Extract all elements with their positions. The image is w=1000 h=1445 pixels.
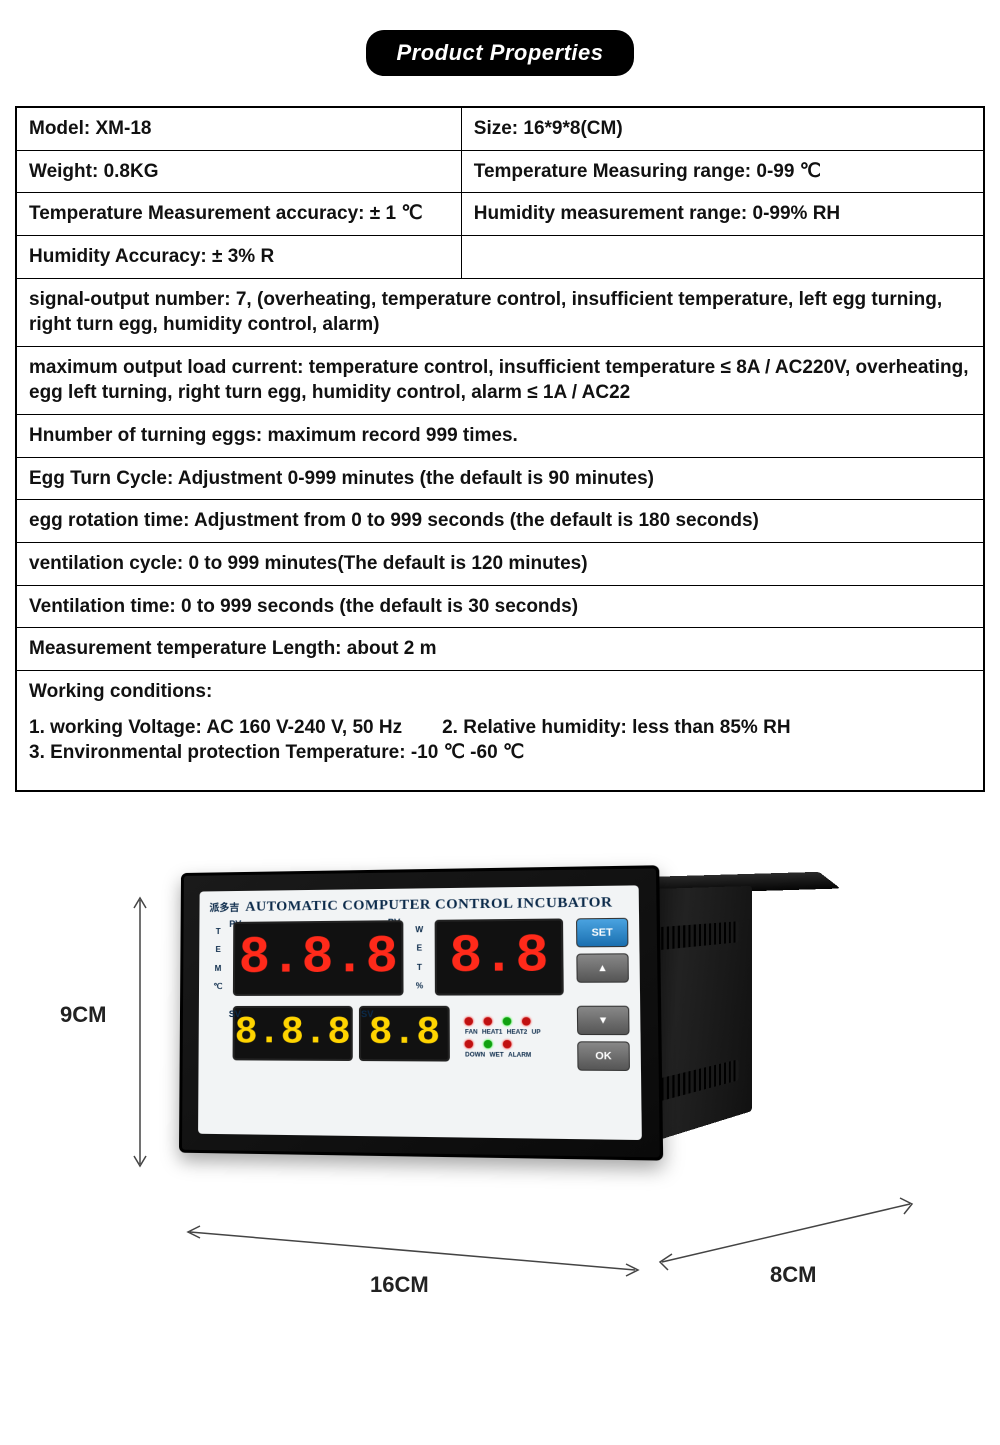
dim-height-arrow <box>120 892 160 1172</box>
section-title: Product Properties <box>366 30 633 76</box>
device-illustration: 9CM 16CM 8CM 派多吉 AUTOMATIC COMPUTER CONT… <box>50 842 950 1322</box>
down-button[interactable]: ▼ <box>577 1006 630 1035</box>
spec-cell: Temperature Measuring range: 0-99 ℃ <box>461 150 984 193</box>
spec-cell: Size: 16*9*8(CM) <box>461 107 984 150</box>
device-title: AUTOMATIC COMPUTER CONTROL INCUBATOR <box>245 895 612 916</box>
device-front-panel: 派多吉 AUTOMATIC COMPUTER CONTROL INCUBATOR… <box>179 865 663 1160</box>
set-button[interactable]: SET <box>576 918 628 948</box>
pv-wet-display: 8.8 <box>435 918 564 995</box>
sv-wet-display: 8.8 <box>359 1006 450 1062</box>
spec-cell: Model: XM-18 <box>16 107 461 150</box>
dim-width-arrow <box>180 1212 650 1292</box>
spec-cell-full: Ventilation time: 0 to 999 seconds (the … <box>16 585 984 628</box>
working-conditions-cell: Working conditions:1. working Voltage: A… <box>16 670 984 790</box>
spec-cell: Weight: 0.8KG <box>16 150 461 193</box>
spec-cell-full: Egg Turn Cycle: Adjustment 0-999 minutes… <box>16 457 984 500</box>
ok-button[interactable]: OK <box>577 1041 630 1071</box>
temp-side-label: TEM℃ <box>209 922 227 996</box>
sv-temp-side-label <box>208 1006 226 1068</box>
dim-height-label: 9CM <box>60 1002 106 1028</box>
spec-cell: Humidity measurement range: 0-99% RH <box>461 193 984 236</box>
device-brand-cn: 派多吉 <box>209 899 239 914</box>
sv-temp-display: 8.8.8 <box>233 1006 353 1061</box>
spec-cell-full: ventilation cycle: 0 to 999 minutes(The … <box>16 543 984 586</box>
device-title-row: 派多吉 AUTOMATIC COMPUTER CONTROL INCUBATOR <box>209 894 628 916</box>
spec-cell-full: signal-output number: 7, (overheating, t… <box>16 278 984 346</box>
spec-cell <box>461 235 984 278</box>
spec-cell: Humidity Accuracy: ± 3% R <box>16 235 461 278</box>
spec-cell-full: maximum output load current: temperature… <box>16 346 984 414</box>
led-panel: FANHEAT1HEAT2UP DOWNWETALARM <box>456 1006 564 1071</box>
device-body: 派多吉 AUTOMATIC COMPUTER CONTROL INCUBATOR… <box>180 872 900 1212</box>
spec-cell-full: egg rotation time: Adjustment from 0 to … <box>16 500 984 543</box>
up-button[interactable]: ▲ <box>576 953 629 982</box>
pv-temp-display: 8.8.8 <box>233 920 404 996</box>
spec-cell-full: Measurement temperature Length: about 2 … <box>16 628 984 671</box>
device-faceplate: 派多吉 AUTOMATIC COMPUTER CONTROL INCUBATOR… <box>198 885 642 1140</box>
wet-side-label: WET% <box>410 920 429 996</box>
spec-cell: Temperature Measurement accuracy: ± 1 ℃ <box>16 193 461 236</box>
properties-table: Model: XM-18Size: 16*9*8(CM)Weight: 0.8K… <box>15 106 985 792</box>
spec-cell-full: Hnumber of turning eggs: maximum record … <box>16 415 984 458</box>
